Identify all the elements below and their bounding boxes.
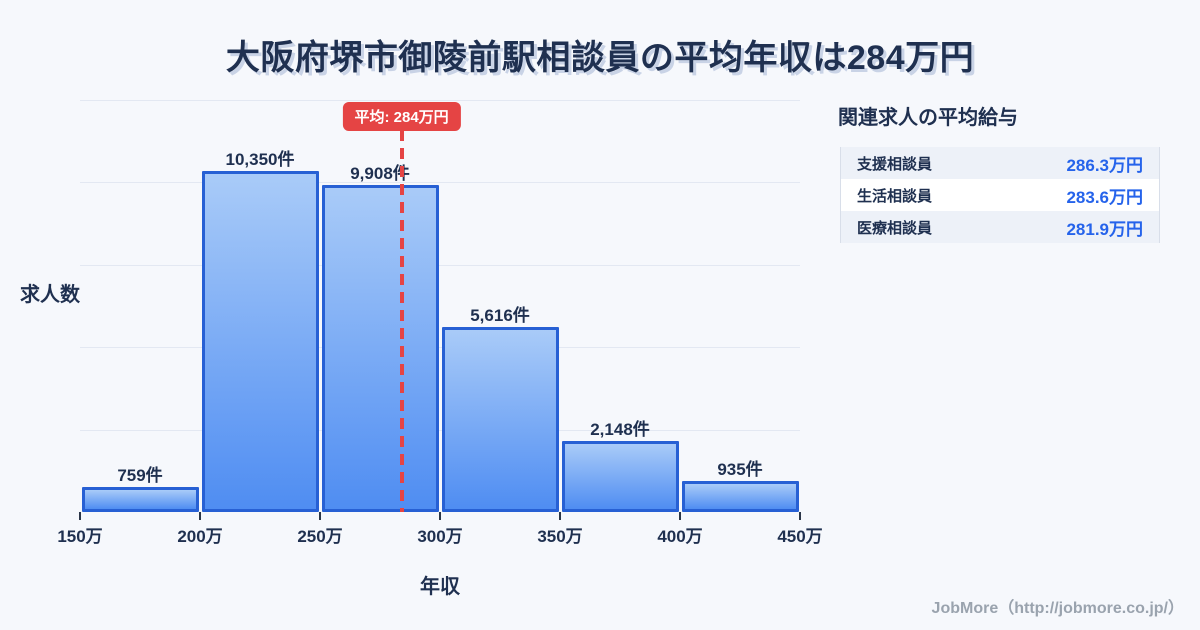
- x-axis-tick-label: 350万: [537, 527, 583, 546]
- job-label: 医療相談員: [857, 219, 933, 237]
- x-axis-tick: [799, 512, 801, 520]
- x-axis-tick: [679, 512, 681, 520]
- x-axis-tick-label: 150万: [57, 527, 103, 546]
- x-axis-tick: [79, 512, 81, 520]
- bar-value-label: 2,148件: [590, 420, 650, 439]
- bar-value-label: 935件: [717, 460, 763, 479]
- page-title: 大阪府堺市御陵前駅相談員の平均年収は284万円: [225, 39, 975, 77]
- histogram-bar: [681, 481, 799, 512]
- gridline: [80, 100, 800, 101]
- bar-value-label: 10,350件: [225, 150, 295, 169]
- x-axis-tick: [319, 512, 321, 520]
- average-badge: 平均: 284万円: [342, 102, 461, 131]
- x-axis-tick-label: 400万: [657, 527, 703, 546]
- x-axis-tick: [199, 512, 201, 520]
- job-label: 支援相談員: [857, 155, 933, 173]
- histogram-bar: [81, 487, 199, 512]
- related-jobs-heading: 関連求人の平均給与: [838, 107, 1018, 129]
- x-axis-title: 年収: [420, 576, 460, 598]
- average-line: [399, 130, 404, 512]
- x-axis-tick: [559, 512, 561, 520]
- y-axis-title: 求人数: [20, 284, 80, 306]
- bar-value-label: 759件: [117, 466, 163, 485]
- footer-credit: JobMore（http://jobmore.co.jp/）: [931, 600, 1184, 617]
- table-row: 生活相談員 283.6万円: [841, 179, 1159, 211]
- job-label: 生活相談員: [857, 187, 933, 205]
- x-axis-tick-label: 300万: [417, 527, 463, 546]
- job-salary-value: 281.9万円: [1066, 219, 1143, 239]
- table-row: 医療相談員 281.9万円: [841, 211, 1159, 243]
- gridline: [80, 182, 800, 184]
- x-axis-tick-label: 200万: [177, 527, 223, 546]
- histogram-bar: [441, 327, 559, 512]
- x-axis-tick-label: 450万: [777, 527, 823, 546]
- gridline: [80, 347, 800, 349]
- related-jobs-table: 支援相談員 286.3万円 生活相談員 283.6万円 医療相談員 281.9万…: [840, 147, 1160, 243]
- bar-value-label: 9,908件: [350, 164, 410, 183]
- gridline: [80, 429, 800, 431]
- table-row: 支援相談員 286.3万円: [841, 147, 1159, 179]
- histogram-bar: [201, 171, 319, 512]
- histogram-plot: 759件 10,350件 9,908件 5,616件 2,148件 935件 150万 200…: [57, 100, 823, 546]
- gridline: [80, 264, 800, 266]
- job-salary-value: 286.3万円: [1066, 155, 1143, 175]
- histogram-bar: [561, 441, 679, 512]
- job-salary-value: 283.6万円: [1066, 187, 1143, 207]
- histogram-bar: [321, 185, 439, 512]
- x-axis-tick: [439, 512, 441, 520]
- x-axis-tick-label: 250万: [297, 527, 343, 546]
- bar-value-label: 5,616件: [470, 306, 530, 325]
